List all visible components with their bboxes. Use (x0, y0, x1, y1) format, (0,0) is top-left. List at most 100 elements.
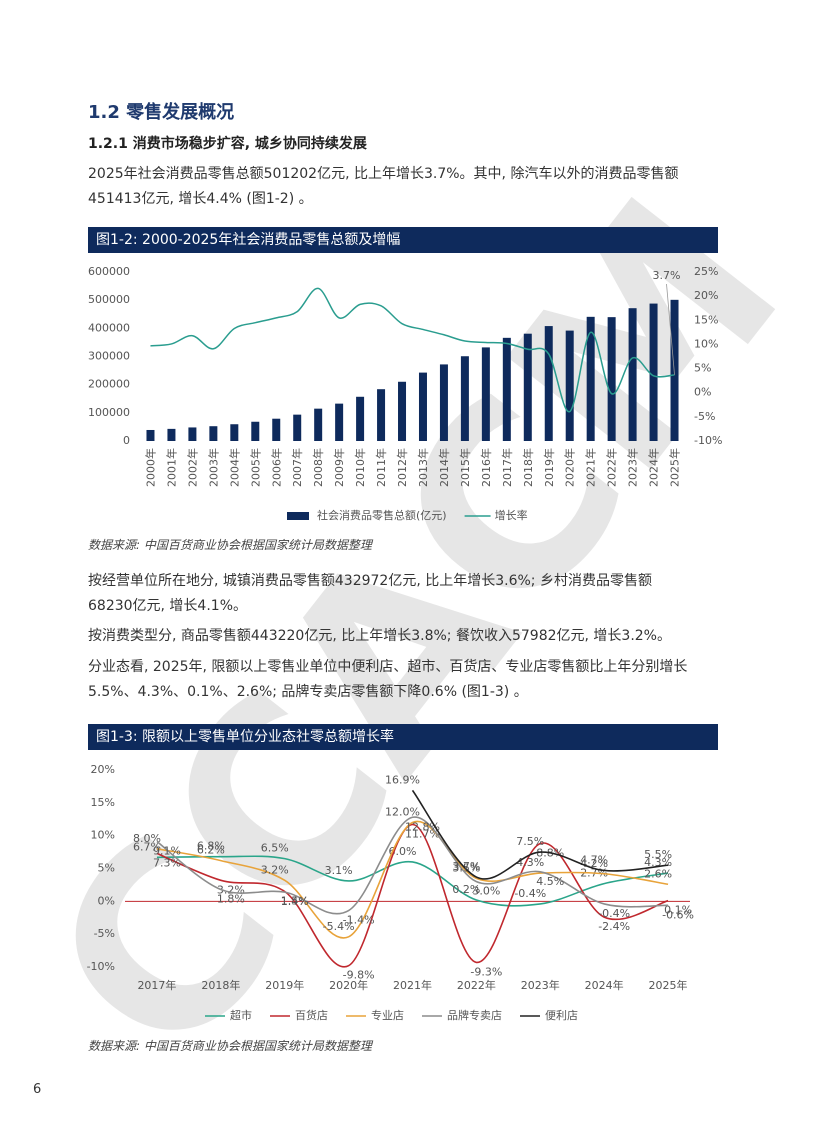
x-tick-label: 2008年 (311, 448, 325, 487)
figure-title: 图1-2: 2000-2025年社会消费品零售总额及增幅 (88, 227, 718, 253)
data-label: 6.8% (197, 840, 225, 853)
bar (356, 396, 365, 441)
y-tick-label: 400000 (88, 321, 130, 334)
line-series (411, 789, 669, 880)
data-label: -0.6% (662, 908, 694, 921)
legend-label: 专业店 (371, 1008, 404, 1022)
x-tick-label: 2022年 (605, 448, 619, 487)
x-tick-label: 2017年 (500, 448, 514, 487)
data-label: -2.4% (598, 920, 630, 933)
bar (418, 372, 427, 441)
leader-line (666, 283, 675, 375)
bar (188, 427, 197, 441)
section-title: 1.2 零售发展概况 (88, 102, 235, 123)
data-label: 6.5% (261, 842, 289, 855)
x-tick-label: 2020年 (329, 978, 368, 992)
data-label: 7.5% (516, 835, 544, 848)
line-series (156, 816, 669, 915)
data-label: 0.1% (664, 904, 692, 917)
bar (230, 424, 239, 441)
x-tick-label: 2001年 (164, 448, 178, 487)
y-tick-label: 500000 (88, 293, 130, 306)
data-label: -1.4% (343, 914, 375, 927)
bar (481, 347, 490, 441)
legend-label: 百货店 (295, 1008, 328, 1022)
data-label: -0.4% (514, 887, 546, 900)
y2-tick-label: 15% (694, 313, 718, 326)
bar (293, 414, 302, 441)
data-label: 16.9% (385, 773, 420, 786)
y-tick-label: 15% (91, 796, 115, 809)
bar (523, 333, 532, 441)
y2-tick-label: -10% (694, 434, 722, 447)
x-tick-label: 2004年 (227, 448, 241, 487)
data-label: 6.7% (133, 840, 161, 853)
legend-label: 增长率 (495, 508, 528, 522)
data-label: 4.7% (580, 853, 608, 866)
data-label: 3.7% (653, 269, 681, 282)
paragraph: 分业态看, 2025年, 限额以上零售业单位中便利店、超市、百货店、专业店零售额… (88, 659, 688, 700)
y-tick-label: 100000 (88, 406, 130, 419)
bar (439, 364, 448, 441)
legend-label: 社会消费品零售总额(亿元) (317, 508, 447, 522)
paragraph: 按消费类型分, 商品零售额443220亿元, 比上年增长3.8%; 餐饮收入57… (88, 628, 671, 644)
bar (209, 426, 218, 441)
y2-tick-label: 20% (694, 289, 718, 302)
x-tick-label: 2018年 (201, 978, 240, 992)
x-tick-label: 2024年 (585, 978, 624, 992)
y-tick-label: -10% (87, 960, 115, 973)
bar (502, 337, 511, 441)
y-tick-label: 600000 (88, 265, 130, 278)
x-tick-label: 2025年 (668, 448, 682, 487)
x-tick-label: 2024年 (647, 448, 661, 487)
x-tick-label: 2000年 (143, 448, 157, 487)
line-series (150, 287, 675, 413)
bar (607, 317, 616, 441)
data-label: 5.5% (644, 848, 672, 861)
legend-label: 品牌专卖店 (447, 1008, 502, 1022)
y-tick-label: -5% (94, 927, 115, 940)
y2-tick-label: 0% (694, 386, 711, 399)
x-tick-label: 2005年 (248, 448, 262, 487)
data-label: 9.1% (153, 845, 181, 858)
x-tick-label: 2016年 (479, 448, 493, 487)
x-tick-label: 2019年 (265, 978, 304, 992)
source-note: 数据来源: 中国百货商业协会根据国家统计局数据整理 (88, 1039, 372, 1053)
y-tick-label: 20% (91, 763, 115, 776)
figure-title: 图1-3: 限额以上零售单位分业态社零总额增长率 (88, 724, 718, 750)
bar (460, 356, 469, 441)
data-label: 12.8% (405, 820, 440, 833)
x-tick-label: 2009年 (332, 448, 346, 487)
data-label: 4.3% (516, 856, 544, 869)
page-number: 6 (33, 1082, 42, 1097)
bar (251, 421, 260, 441)
data-label: 6.2% (197, 844, 225, 857)
data-label: -9.8% (343, 969, 375, 982)
data-label: 1.4% (281, 895, 309, 908)
data-label: -5.4% (323, 920, 355, 933)
bar (146, 429, 155, 441)
data-label: 3.7% (452, 860, 480, 873)
data-label: 11.7% (405, 828, 440, 841)
x-tick-label: 2018年 (521, 448, 535, 487)
bar (377, 389, 386, 441)
x-tick-label: 2019年 (542, 448, 556, 487)
data-label: 3.1% (325, 864, 353, 877)
y-tick-label: 5% (98, 862, 115, 875)
bar (398, 381, 407, 441)
data-label: 0.2% (452, 883, 480, 896)
x-tick-label: 2021年 (393, 978, 432, 992)
line-series (156, 855, 669, 907)
data-label: 12.0% (385, 806, 420, 819)
bar (586, 316, 595, 441)
y2-tick-label: 10% (694, 337, 718, 350)
data-label: -0.4% (598, 907, 630, 920)
paragraph: 2025年社会消费品零售总额501202亿元, 比上年增长3.7%。其中, 除汽… (88, 166, 679, 207)
x-tick-label: 2011年 (374, 448, 388, 487)
bar (649, 303, 658, 441)
x-tick-label: 2014年 (437, 448, 451, 487)
legend-swatch (287, 512, 309, 520)
x-tick-label: 2003年 (206, 448, 220, 487)
